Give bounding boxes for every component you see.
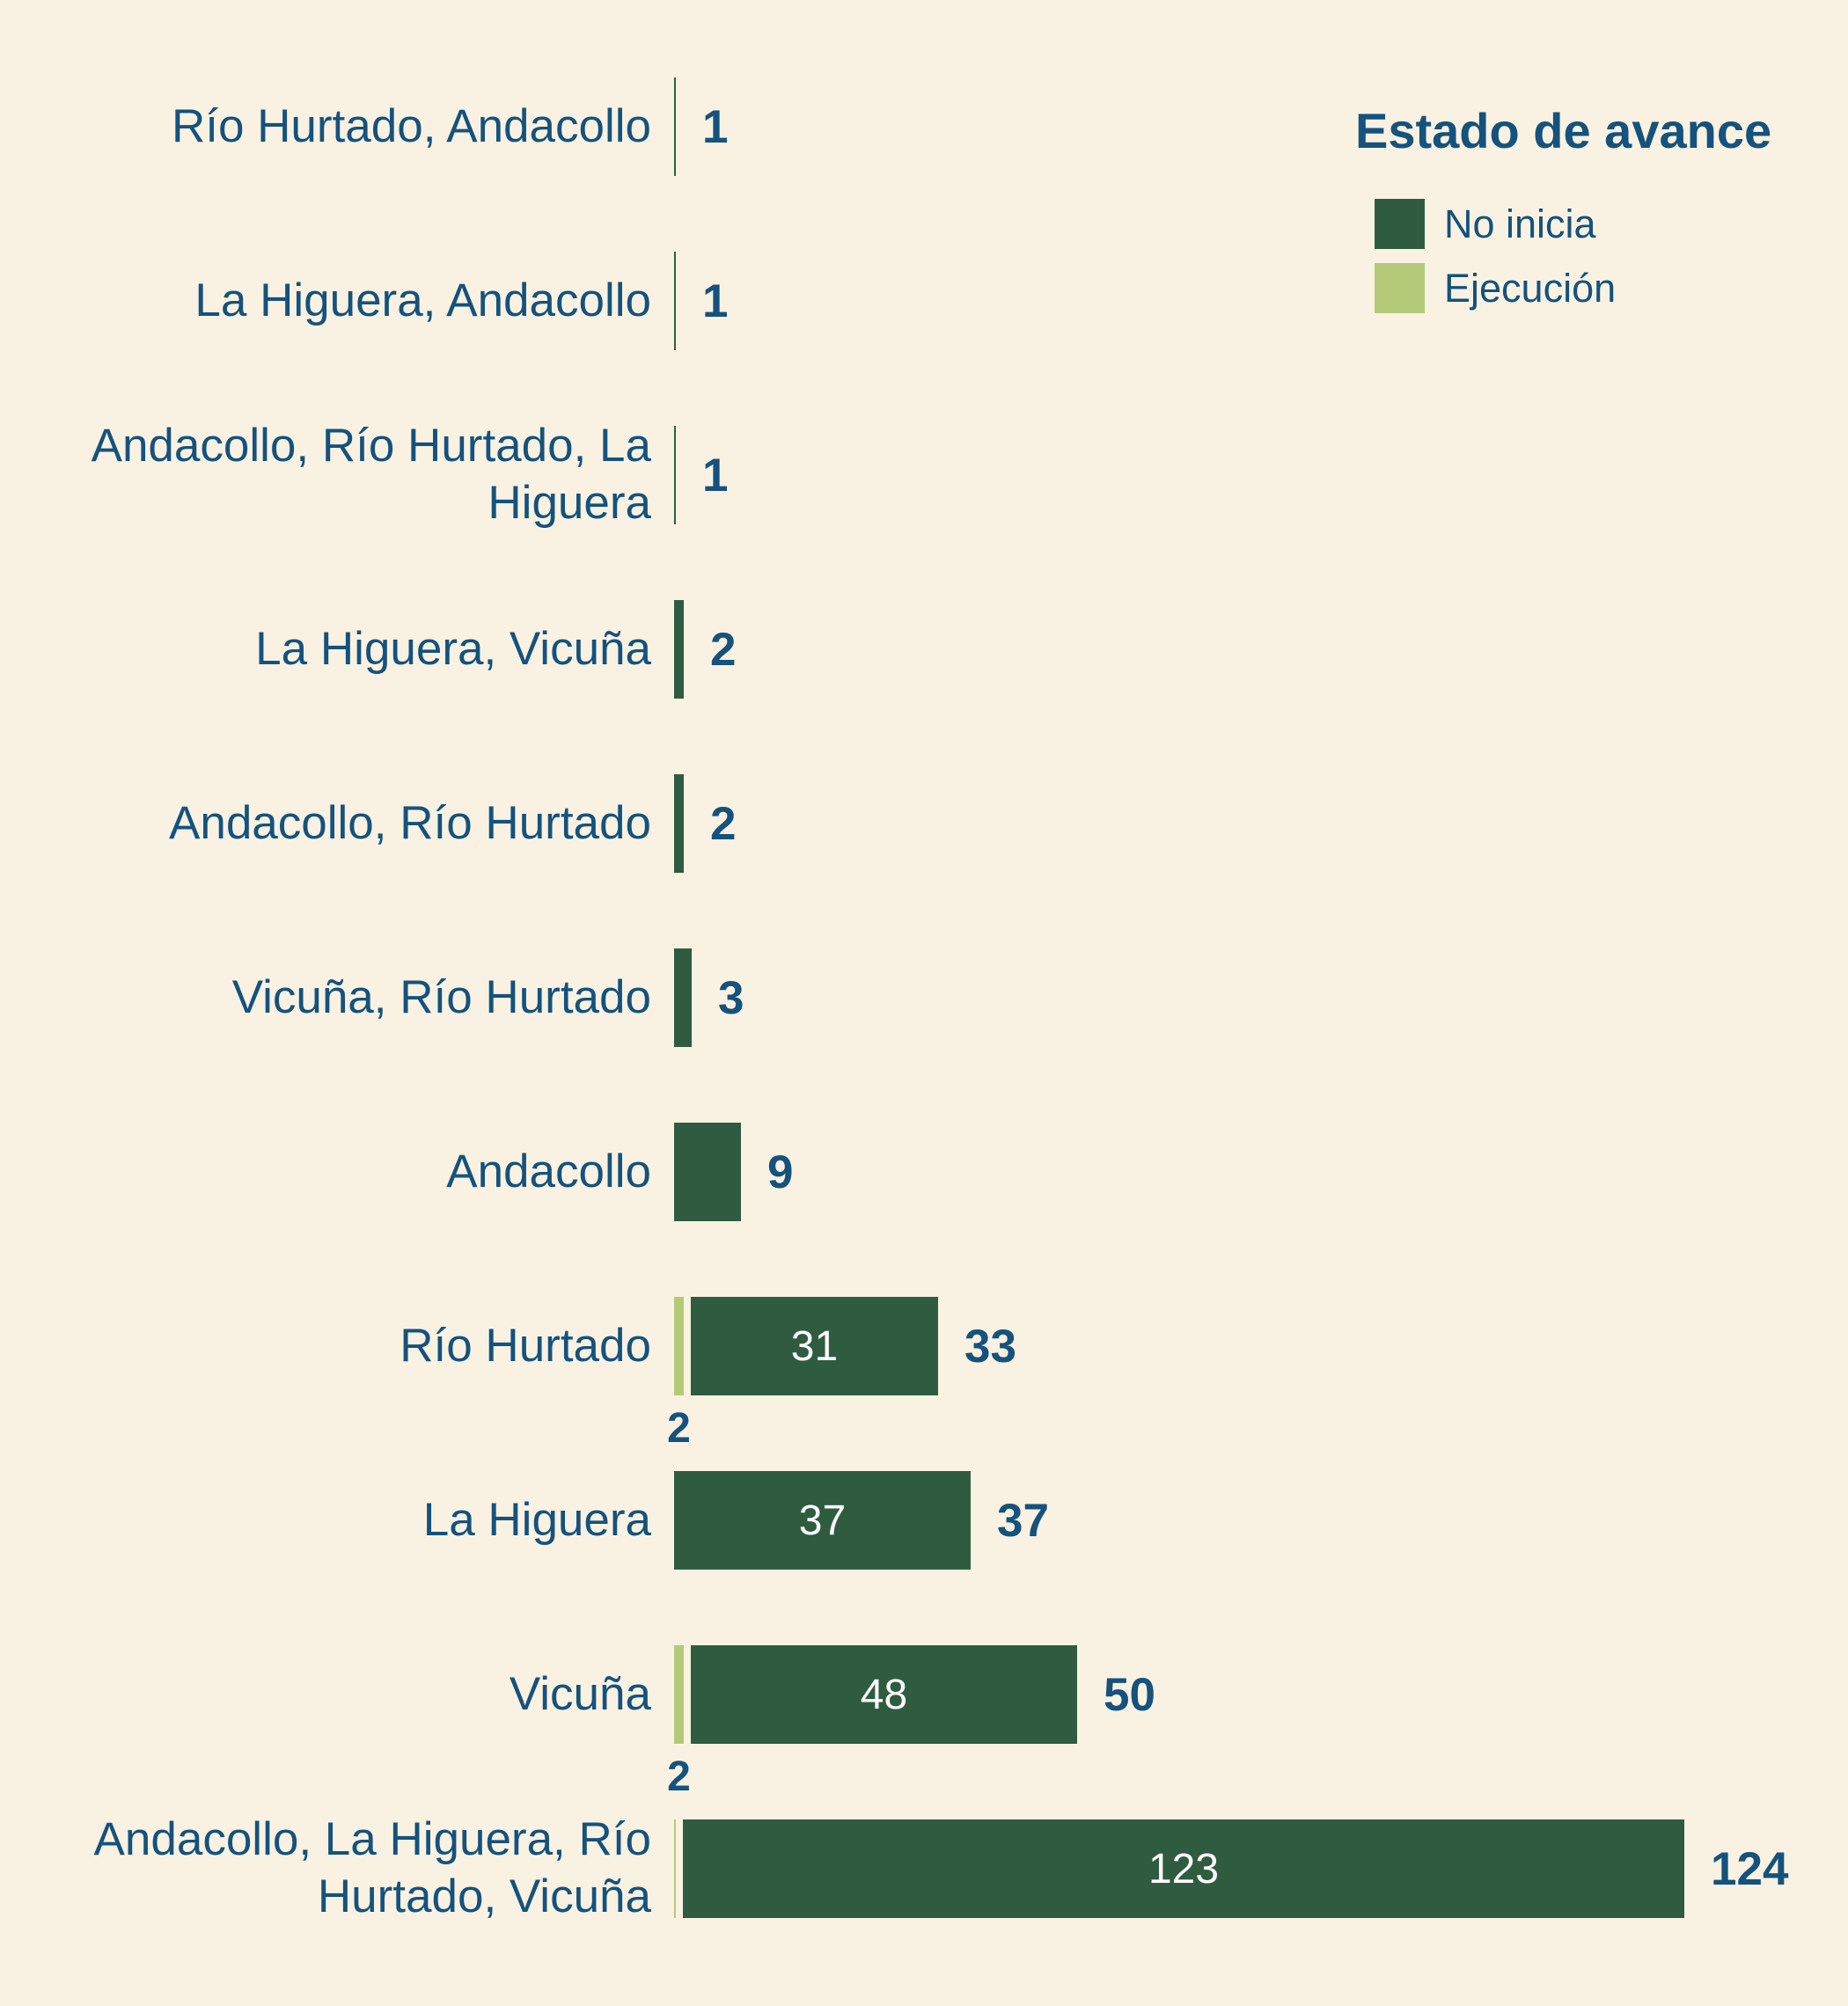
chart-row: Vicuña, Río Hurtado 3 bbox=[0, 911, 1848, 1085]
bar-group: 3 bbox=[674, 948, 744, 1047]
legend-title: Estado de avance bbox=[1355, 103, 1772, 158]
category-label: Andacollo, Río Hurtado, La Higuera bbox=[91, 420, 651, 529]
total-label: 1 bbox=[702, 449, 729, 502]
bar-group: 123 124 bbox=[674, 1819, 1788, 1918]
category-label: Andacollo bbox=[446, 1145, 651, 1197]
category-label: Vicuña bbox=[509, 1667, 651, 1720]
bar-segment-no-inicia: 31 bbox=[691, 1297, 938, 1395]
legend-item-label: Ejecución bbox=[1444, 265, 1617, 311]
bar-segment-ejecucion bbox=[674, 1645, 684, 1744]
total-label: 1 bbox=[702, 275, 729, 327]
bar-segment-no-inicia: 37 bbox=[674, 1471, 971, 1570]
bar-group: 2 31 33 bbox=[667, 1297, 1016, 1452]
bar-segment-no-inicia bbox=[674, 1123, 741, 1221]
total-label: 9 bbox=[767, 1146, 794, 1198]
bar-value-label: 37 bbox=[798, 1497, 847, 1544]
ejecucion-swatch-icon bbox=[1375, 262, 1425, 313]
chart-row: Andacollo, La Higuera, Río Hurtado, Vicu… bbox=[0, 1782, 1848, 1956]
chart-row: Andacollo 9 bbox=[0, 1085, 1848, 1259]
bar-group: 1 bbox=[674, 252, 728, 350]
total-label: 50 bbox=[1104, 1668, 1155, 1721]
bar-group: 37 37 bbox=[674, 1471, 1049, 1570]
bar-segment-no-inicia bbox=[674, 600, 684, 699]
total-label: 1 bbox=[702, 100, 729, 153]
category-label: La Higuera, Andacollo bbox=[194, 274, 651, 326]
bar-group: 1 bbox=[674, 77, 728, 176]
bar-group: 2 48 50 bbox=[667, 1645, 1155, 1800]
legend-item-ejecucion: Ejecución bbox=[1375, 262, 1771, 313]
bar-value-label: 31 bbox=[790, 1322, 839, 1370]
category-label: Río Hurtado bbox=[400, 1319, 651, 1372]
total-label: 3 bbox=[718, 971, 744, 1024]
total-label: 37 bbox=[997, 1494, 1049, 1547]
bar-segment-no-inicia: 123 bbox=[683, 1819, 1684, 1918]
legend: Estado de avance No inicia Ejecución bbox=[1355, 104, 1771, 327]
bar-segment-ejecucion bbox=[674, 1297, 684, 1395]
bar-group: 2 bbox=[674, 774, 736, 873]
bar-group: 2 bbox=[674, 600, 736, 699]
chart-row: Vicuña 2 48 50 bbox=[0, 1607, 1848, 1800]
ejecucion-value-label: 2 bbox=[667, 1753, 691, 1800]
bar-group: 9 bbox=[674, 1123, 793, 1221]
category-label: La Higuera bbox=[422, 1493, 651, 1546]
bar-chart: Río Hurtado, Andacollo 1 La Higuera, Andac… bbox=[0, 40, 1848, 1956]
chart-row: Río Hurtado 2 31 33 bbox=[0, 1259, 1848, 1452]
bar-segment-no-inicia bbox=[674, 252, 676, 350]
category-label: Andacollo, La Higuera, Río Hurtado, Vicu… bbox=[93, 1813, 651, 1922]
chart-row: Río Hurtado, Andacollo 1 bbox=[0, 40, 1848, 214]
bar-value-label: 123 bbox=[1148, 1845, 1220, 1893]
total-label: 33 bbox=[964, 1320, 1016, 1373]
ejecucion-value-label: 2 bbox=[667, 1405, 691, 1452]
chart-row: Andacollo, Río Hurtado 2 bbox=[0, 736, 1848, 911]
no-inicia-swatch-icon bbox=[1375, 198, 1425, 249]
bar-segment-ejecucion bbox=[674, 1819, 676, 1918]
bar-segment-no-inicia bbox=[674, 948, 692, 1047]
chart-row: La Higuera 37 37 bbox=[0, 1433, 1848, 1607]
bar-segment-no-inicia bbox=[674, 774, 684, 873]
chart-row: La Higuera, Vicuña 2 bbox=[0, 562, 1848, 736]
total-label: 2 bbox=[710, 623, 737, 676]
bar-segment-no-inicia bbox=[674, 426, 676, 524]
total-label: 124 bbox=[1711, 1842, 1789, 1895]
total-label: 2 bbox=[710, 797, 737, 850]
legend-item-label: No inicia bbox=[1444, 201, 1596, 246]
bar-value-label: 48 bbox=[860, 1671, 908, 1718]
bar-segment-no-inicia bbox=[674, 77, 676, 176]
category-label: Andacollo, Río Hurtado bbox=[169, 796, 651, 849]
category-label: Vicuña, Río Hurtado bbox=[231, 970, 651, 1023]
chart-row: Andacollo, Río Hurtado, La Higuera 1 bbox=[0, 388, 1848, 562]
chart-row: La Higuera, Andacollo 1 bbox=[0, 214, 1848, 388]
bar-segment-no-inicia: 48 bbox=[691, 1645, 1077, 1744]
category-label: Río Hurtado, Andacollo bbox=[171, 99, 651, 152]
category-label: La Higuera, Vicuña bbox=[255, 622, 651, 675]
legend-item-no-inicia: No inicia bbox=[1375, 198, 1771, 249]
bar-group: 1 bbox=[674, 426, 728, 524]
